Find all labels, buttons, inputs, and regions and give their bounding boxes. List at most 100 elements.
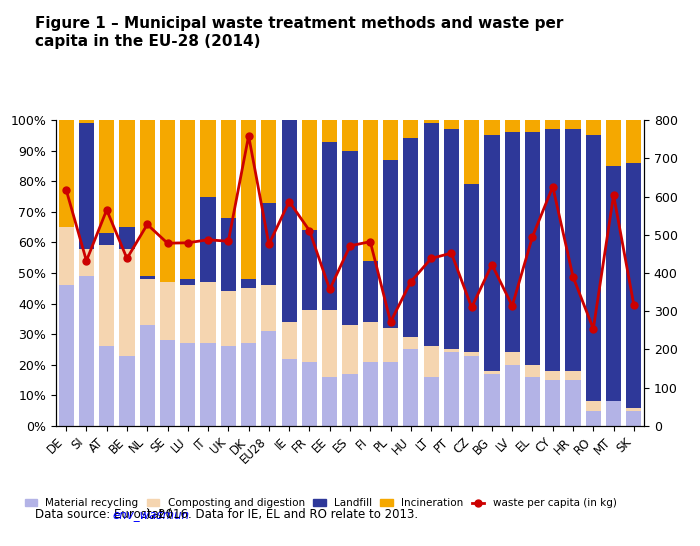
Bar (606, 120, 621, 166)
waste per capita (in kg) (102, 207, 111, 213)
Bar (302, 120, 317, 230)
Bar (586, 135, 601, 401)
Bar (444, 120, 459, 129)
waste per capita (in kg) (305, 227, 314, 234)
waste per capita (in kg) (62, 186, 70, 193)
Bar (220, 120, 236, 218)
Bar (545, 371, 561, 380)
Bar (626, 411, 641, 426)
Bar (180, 343, 195, 426)
Bar (99, 120, 114, 233)
Bar (241, 343, 256, 426)
Bar (484, 374, 500, 426)
Bar (424, 377, 439, 426)
waste per capita (in kg) (508, 302, 517, 309)
Bar (525, 120, 540, 132)
Bar (99, 246, 114, 346)
Bar (59, 285, 74, 426)
Bar (322, 377, 337, 426)
Bar (79, 123, 94, 248)
waste per capita (in kg) (589, 325, 598, 332)
Bar (383, 361, 398, 426)
waste per capita (in kg) (549, 183, 557, 190)
Bar (322, 141, 337, 310)
Bar (566, 371, 580, 380)
Bar (363, 120, 378, 261)
Bar (261, 285, 277, 331)
waste per capita (in kg) (386, 319, 395, 325)
Bar (180, 285, 195, 343)
Bar (424, 123, 439, 346)
Bar (160, 340, 175, 426)
Bar (484, 120, 500, 135)
waste per capita (in kg) (163, 240, 172, 246)
waste per capita (in kg) (224, 238, 232, 245)
Bar (281, 322, 297, 359)
Line: waste per capita (in kg): waste per capita (in kg) (63, 132, 637, 333)
Bar (464, 353, 480, 355)
Text: ), 2016. Data for IE, EL and RO relate to 2013.: ), 2016. Data for IE, EL and RO relate t… (146, 508, 418, 521)
Bar (464, 185, 480, 353)
Bar (444, 353, 459, 426)
Bar (120, 227, 134, 248)
Bar (566, 120, 580, 129)
Bar (261, 331, 277, 426)
waste per capita (in kg) (366, 239, 375, 245)
Bar (261, 120, 277, 203)
Bar (403, 120, 419, 139)
waste per capita (in kg) (346, 242, 354, 249)
Bar (200, 197, 216, 282)
Bar (525, 377, 540, 426)
Bar (505, 120, 520, 132)
Bar (120, 248, 134, 355)
Bar (505, 365, 520, 426)
Bar (586, 120, 601, 135)
Bar (241, 120, 256, 279)
Bar (302, 361, 317, 426)
Bar (566, 129, 580, 371)
waste per capita (in kg) (488, 262, 496, 268)
Bar (79, 276, 94, 426)
Bar (160, 282, 175, 340)
Bar (160, 120, 175, 282)
Bar (606, 401, 621, 426)
Bar (322, 120, 337, 141)
Bar (444, 349, 459, 353)
Bar (383, 160, 398, 328)
Bar (505, 132, 520, 353)
Bar (363, 322, 378, 361)
Bar (180, 120, 195, 279)
Bar (220, 346, 236, 426)
Bar (626, 407, 641, 411)
Bar (525, 365, 540, 377)
Bar (120, 355, 134, 426)
Bar (342, 325, 358, 374)
Bar (363, 261, 378, 322)
Bar (626, 120, 641, 163)
Bar (403, 337, 419, 349)
Bar (342, 151, 358, 325)
Bar (545, 380, 561, 426)
Bar (424, 120, 439, 123)
Bar (383, 328, 398, 361)
Bar (505, 353, 520, 365)
Bar (566, 380, 580, 426)
Bar (342, 374, 358, 426)
Bar (59, 120, 74, 227)
Bar (241, 288, 256, 343)
Text: Data source: Eurostat (: Data source: Eurostat ( (35, 508, 172, 521)
waste per capita (in kg) (82, 258, 90, 264)
Bar (626, 163, 641, 407)
Bar (464, 355, 480, 426)
Bar (220, 218, 236, 292)
Bar (545, 129, 561, 371)
Bar (59, 227, 74, 285)
waste per capita (in kg) (183, 240, 192, 246)
Bar (403, 139, 419, 337)
Bar (383, 120, 398, 160)
Bar (444, 129, 459, 349)
Bar (606, 166, 621, 401)
Bar (200, 120, 216, 197)
Bar (139, 325, 155, 426)
waste per capita (in kg) (569, 274, 577, 280)
